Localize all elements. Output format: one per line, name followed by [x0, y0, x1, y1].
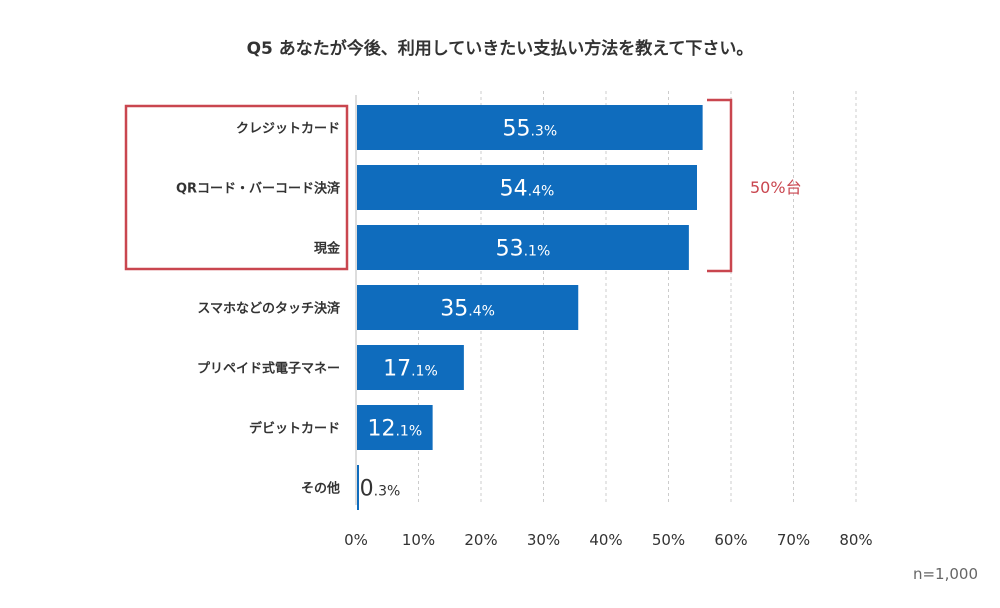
bar: [357, 465, 359, 510]
x-tick-label: 20%: [464, 531, 497, 549]
bar: [357, 285, 579, 330]
x-axis: 0% 10% 20% 30% 40% 50% 60% 70% 80%: [344, 95, 873, 549]
category-label: スマホなどのタッチ決済: [197, 301, 341, 317]
x-tick-label: 70%: [777, 531, 810, 549]
category-label: プリペイド式電子マネー: [197, 361, 340, 377]
x-tick-label: 80%: [839, 531, 872, 549]
bar-value-label: 54.4%: [500, 177, 555, 202]
group-bracket: [707, 98, 733, 273]
highlight-box: [124, 104, 349, 271]
bar: [357, 225, 689, 270]
bar-value-label: 53.1%: [496, 237, 551, 262]
chart-title: Q5 あなたが今後、利用していきたい支払い方法を教えて下さい。: [246, 39, 754, 59]
bar-value-label: 17.1%: [383, 357, 438, 382]
category-label: デビットカード: [249, 421, 340, 437]
x-tick-label: 0%: [344, 531, 368, 549]
bar: [357, 405, 433, 450]
group-annotation-label: 50%台: [750, 178, 802, 197]
x-tick-label: 40%: [589, 531, 622, 549]
x-tick-label: 10%: [402, 531, 435, 549]
sample-size-note: n=1,000: [912, 565, 978, 583]
bar-value-label: 0.3%: [360, 477, 401, 502]
category-label: 現金: [314, 241, 341, 257]
bar-value-label: 12.1%: [367, 417, 422, 442]
category-label: QRコード・バーコード決済: [176, 181, 341, 197]
bar-value-label: 55.3%: [502, 117, 557, 142]
bar-series: 55.3% 54.4% 53.1% 35.4% 17.1% 12.1% 0.3%: [357, 105, 703, 510]
category-labels: クレジットカード QRコード・バーコード決済現金スマホなどのタッチ決済プリペイド式…: [176, 122, 341, 497]
x-tick-label: 50%: [652, 531, 685, 549]
bar: [357, 105, 703, 150]
category-label: クレジットカード: [236, 122, 340, 137]
group-annotation: 50%台: [124, 98, 802, 273]
bar: [357, 165, 697, 210]
x-tick-label: 30%: [527, 531, 560, 549]
category-label: その他: [301, 481, 340, 497]
bar-value-label: 35.4%: [440, 297, 495, 322]
x-tick-label: 60%: [714, 531, 747, 549]
bar: [357, 345, 464, 390]
